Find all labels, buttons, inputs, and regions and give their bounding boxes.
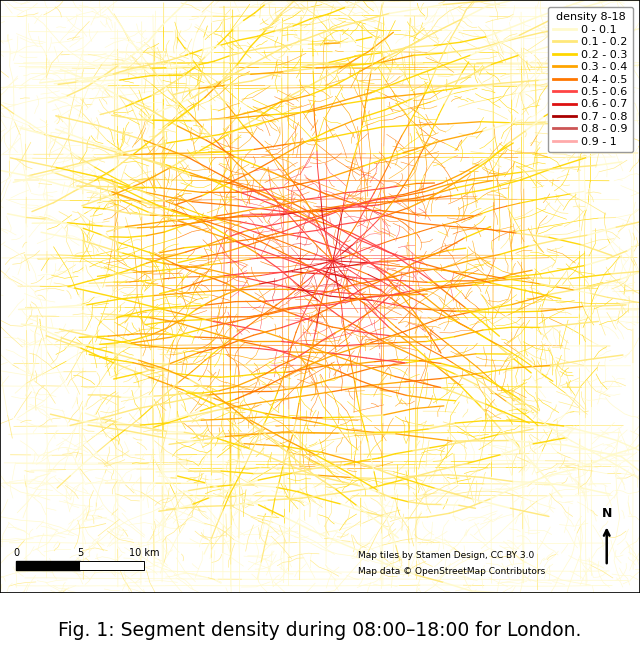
Text: 0: 0 xyxy=(13,548,19,558)
Bar xyxy=(16,560,144,570)
Bar xyxy=(80,560,144,570)
Text: Map data © OpenStreetMap Contributors: Map data © OpenStreetMap Contributors xyxy=(358,567,546,576)
Text: N: N xyxy=(602,507,612,520)
Text: Fig. 1: Segment density during 08:00–18:00 for London.: Fig. 1: Segment density during 08:00–18:… xyxy=(58,622,582,640)
Text: 5: 5 xyxy=(77,548,83,558)
Text: 10 km: 10 km xyxy=(129,548,159,558)
Legend: 0 - 0.1, 0.1 - 0.2, 0.2 - 0.3, 0.3 - 0.4, 0.4 - 0.5, 0.5 - 0.6, 0.6 - 0.7, 0.7 -: 0 - 0.1, 0.1 - 0.2, 0.2 - 0.3, 0.3 - 0.4… xyxy=(548,7,633,153)
Text: Map tiles by Stamen Design, CC BY 3.0: Map tiles by Stamen Design, CC BY 3.0 xyxy=(358,551,534,560)
Bar xyxy=(16,560,80,570)
